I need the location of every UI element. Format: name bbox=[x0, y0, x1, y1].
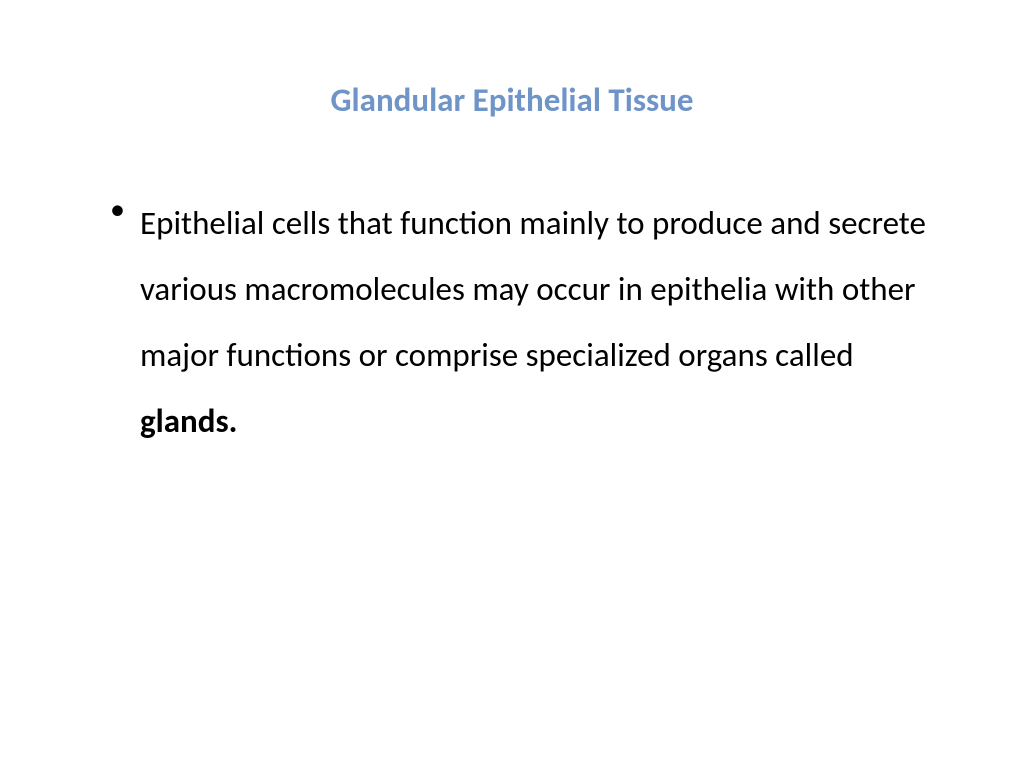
bullet-text-main: Epithelial cells that function mainly to… bbox=[140, 203, 926, 375]
bullet-text-bold: glands. bbox=[140, 401, 237, 441]
body-list: Epithelial cells that function mainly to… bbox=[70, 190, 954, 454]
slide-title: Glandular Epithelial Tissue bbox=[70, 80, 954, 120]
slide-container: Glandular Epithelial Tissue Epithelial c… bbox=[0, 0, 1024, 768]
bullet-item: Epithelial cells that function mainly to… bbox=[110, 190, 954, 454]
